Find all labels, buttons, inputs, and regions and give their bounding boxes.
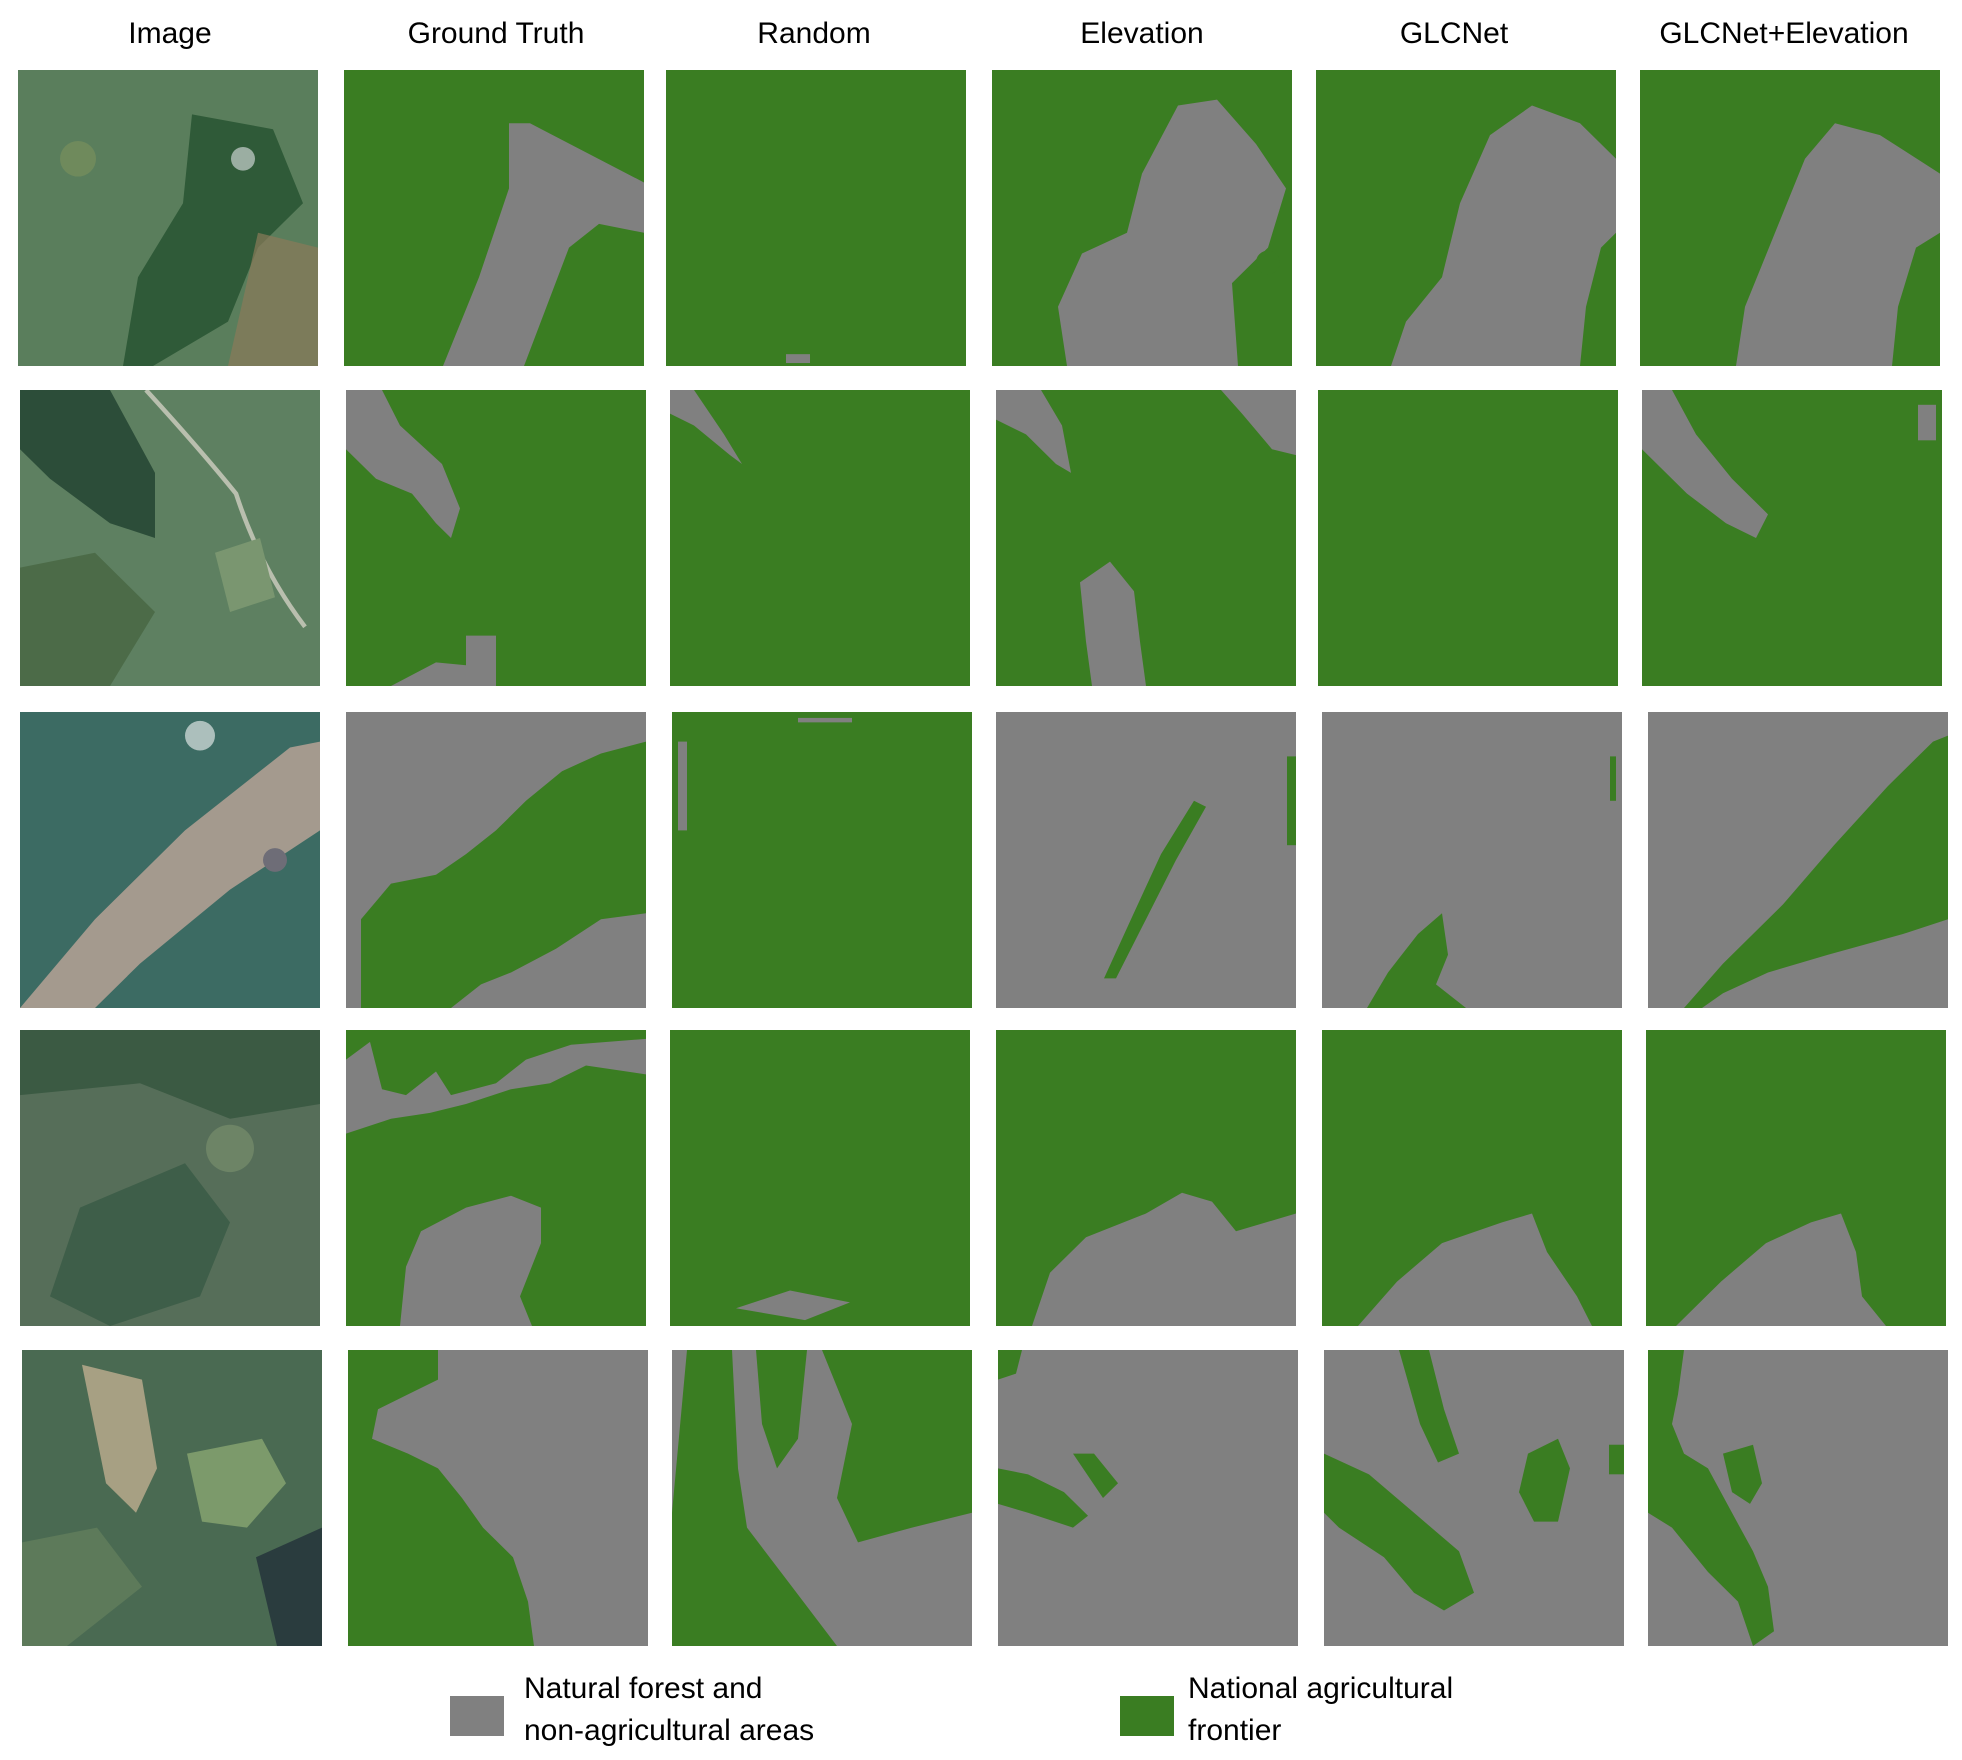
- legend-label-line2: frontier: [1188, 1714, 1282, 1747]
- column-header-ground-truth: Ground Truth: [407, 17, 585, 50]
- column-header-elevation: Elevation: [1080, 17, 1204, 50]
- satellite-image: [20, 1030, 320, 1326]
- glcnet-elevation-mask: [1648, 1350, 1948, 1646]
- glcnet-elevation-mask: [1646, 1030, 1946, 1326]
- column-header-image: Image: [128, 17, 212, 50]
- glcnet-mask: [1324, 1350, 1624, 1646]
- ground-truth-mask: [344, 70, 644, 366]
- legend-swatch-green: [1120, 1696, 1174, 1736]
- glcnet-mask: [1322, 1030, 1622, 1326]
- legend-label-natural-forest: Natural forest and non-agricultural area…: [524, 1668, 814, 1752]
- satellite-image: [22, 1350, 322, 1646]
- column-header-glcnet-elevation: GLCNet+Elevation: [1659, 17, 1909, 50]
- column-header-glcnet: GLCNet: [1399, 17, 1509, 50]
- legend-label-line2: non-agricultural areas: [524, 1714, 815, 1747]
- column-header-random: Random: [757, 17, 871, 50]
- random-mask: [670, 390, 970, 686]
- glcnet-mask: [1322, 712, 1622, 1008]
- random-mask: [672, 1350, 972, 1646]
- legend-label-agricultural-frontier: National agricultural frontier: [1188, 1668, 1453, 1752]
- ground-truth-mask: [346, 390, 646, 686]
- ground-truth-mask: [348, 1350, 648, 1646]
- legend-swatch-gray: [450, 1696, 504, 1736]
- elevation-mask: [996, 712, 1296, 1008]
- glcnet-mask: [1318, 390, 1618, 686]
- ground-truth-mask: [346, 712, 646, 1008]
- ground-truth-mask: [346, 1030, 646, 1326]
- legend-label-line1: National agricultural: [1188, 1672, 1454, 1705]
- glcnet-elevation-mask: [1640, 70, 1940, 366]
- elevation-mask: [996, 390, 1296, 686]
- elevation-mask: [992, 70, 1292, 366]
- legend-label-line1: Natural forest and: [524, 1672, 763, 1705]
- glcnet-elevation-mask: [1648, 712, 1948, 1008]
- random-mask: [666, 70, 966, 366]
- elevation-mask: [996, 1030, 1296, 1326]
- random-mask: [670, 1030, 970, 1326]
- random-mask: [672, 712, 972, 1008]
- glcnet-elevation-mask: [1642, 390, 1942, 686]
- glcnet-mask: [1316, 70, 1616, 366]
- elevation-mask: [998, 1350, 1298, 1646]
- satellite-image: [20, 390, 320, 686]
- satellite-image: [18, 70, 318, 366]
- satellite-image: [20, 712, 320, 1008]
